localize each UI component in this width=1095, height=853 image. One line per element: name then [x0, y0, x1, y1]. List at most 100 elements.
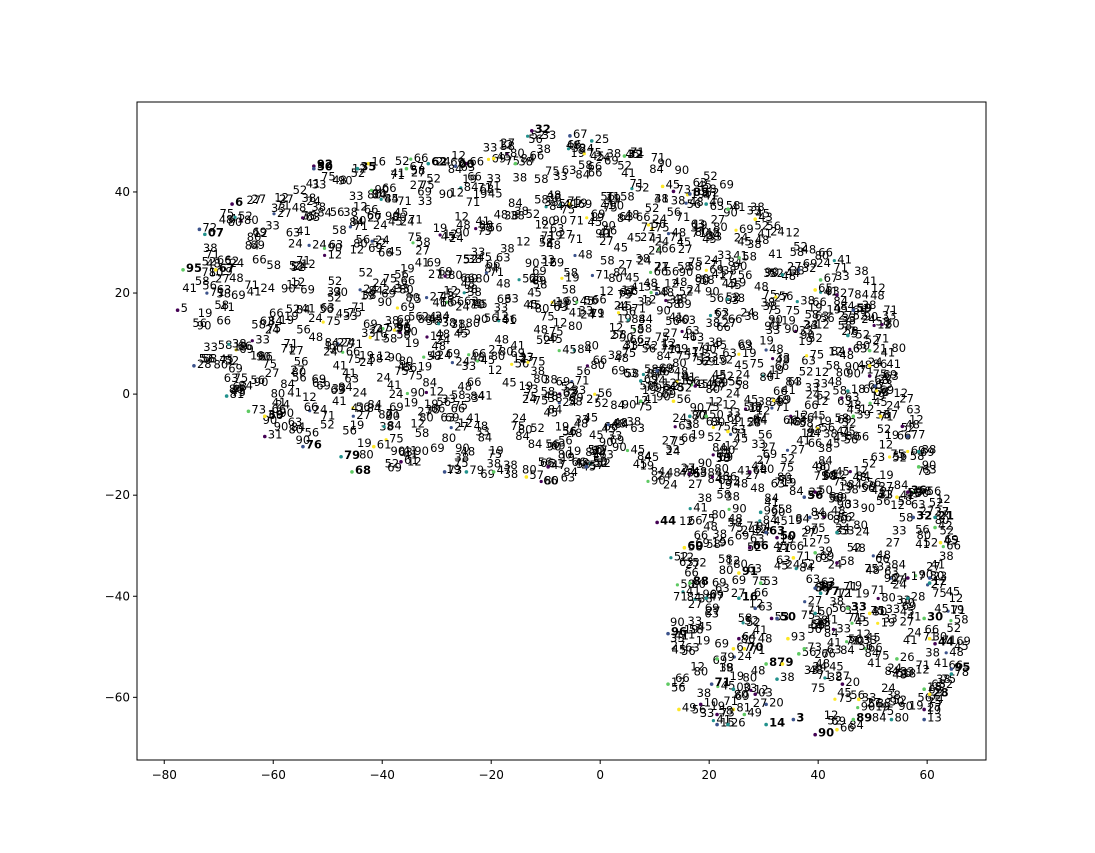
- cloud-label: 19: [769, 363, 784, 377]
- cloud-label: 80: [541, 214, 556, 228]
- cloud-label: 56: [893, 449, 908, 463]
- point-label: 67: [219, 261, 235, 275]
- scatter-point: [949, 672, 954, 676]
- cloud-label: 66: [414, 151, 429, 165]
- point-label: 53: [840, 524, 855, 538]
- cloud-label: 27: [279, 192, 294, 206]
- cloud-label: 48: [544, 389, 559, 403]
- cloud-label: 27: [662, 433, 677, 447]
- scatter-point: [424, 390, 428, 395]
- cloud-label: 80: [915, 486, 930, 500]
- cloud-label: 48: [229, 271, 244, 285]
- scatter-point: [638, 399, 643, 403]
- point-label: 50: [780, 609, 796, 623]
- cloud-label: 19: [781, 314, 796, 328]
- cloud-label: 41: [703, 189, 718, 203]
- cloud-label: 45: [562, 343, 577, 357]
- cloud-label: 24: [580, 308, 595, 322]
- cloud-label: 38: [635, 251, 650, 265]
- cloud-label: 45: [488, 186, 503, 200]
- point-label: 28: [933, 685, 949, 699]
- cloud-label: 33: [312, 178, 327, 192]
- cloud-label: 12: [664, 277, 679, 291]
- cloud-label: 24: [400, 214, 415, 228]
- cloud-label: 52: [635, 181, 650, 195]
- point-label: 77: [911, 428, 926, 442]
- cloud-label: 27: [899, 391, 914, 405]
- cloud-label: 24: [562, 395, 577, 409]
- cloud-label: 63: [480, 182, 495, 196]
- cloud-label: 58: [451, 388, 466, 402]
- cloud-label: 33: [670, 631, 685, 645]
- cloud-label: 71: [697, 340, 712, 354]
- cloud-label: 58: [823, 469, 838, 483]
- cloud-label: 69: [862, 479, 877, 493]
- scatter-point: [867, 611, 872, 616]
- cloud-label: 38: [925, 645, 940, 659]
- cloud-label: 84: [515, 429, 530, 443]
- cloud-label: 56: [915, 523, 930, 537]
- cloud-label: 24: [806, 388, 821, 402]
- cloud-label: 63: [464, 294, 479, 308]
- cloud-label: 90: [861, 700, 876, 714]
- cloud-label: 12: [756, 404, 771, 418]
- cloud-label: 19: [855, 587, 870, 601]
- cloud-label: 45: [835, 465, 850, 479]
- cloud-label: 45: [755, 206, 770, 220]
- cloud-label: 63: [217, 283, 232, 297]
- cloud-label: 52: [678, 380, 693, 394]
- cloud-label: 41: [903, 633, 918, 647]
- cloud-label: 66: [530, 149, 545, 163]
- point-label: 57: [589, 458, 604, 472]
- scatter-point: [655, 369, 659, 373]
- scatter-point: [529, 128, 534, 133]
- cloud-label: 27: [519, 350, 534, 364]
- point-label: 32: [802, 261, 817, 275]
- cloud-label: 12: [410, 417, 425, 431]
- cloud-label: 52: [947, 621, 962, 635]
- scatter-point: [880, 323, 884, 327]
- scatter-point: [673, 425, 677, 429]
- cloud-label: 27: [920, 504, 935, 518]
- cloud-label: 12: [708, 394, 723, 408]
- cloud-label: 66: [593, 353, 608, 367]
- cloud-label: 84: [753, 414, 768, 428]
- cloud-label: 56: [201, 352, 216, 366]
- cloud-label: 24: [372, 276, 387, 290]
- scatter-point: [233, 215, 237, 219]
- cloud-label: 69: [532, 264, 547, 278]
- cloud-label: 69: [604, 154, 619, 168]
- scatter-point: [175, 308, 180, 312]
- cloud-label: 45: [394, 205, 409, 219]
- cloud-label: 33: [726, 473, 741, 487]
- cloud-label: 56: [250, 373, 265, 387]
- cloud-label: 24: [741, 523, 756, 537]
- cloud-label: 38: [232, 336, 247, 350]
- cloud-label: 69: [705, 601, 720, 615]
- cloud-label: 71: [682, 463, 697, 477]
- scatter-point: [355, 166, 360, 171]
- cloud-label: 80: [675, 312, 690, 326]
- point-label: 5: [181, 301, 188, 315]
- scatter-point: [764, 702, 768, 707]
- cloud-label: 63: [884, 565, 899, 579]
- cloud-label: 75: [688, 255, 703, 269]
- cloud-label: 90: [375, 182, 390, 196]
- scatter-point: [946, 609, 950, 613]
- point-label: 47: [551, 458, 566, 472]
- cloud-label: 56: [758, 428, 773, 442]
- cloud-label: 84: [806, 426, 821, 440]
- cloud-label: 84: [508, 196, 523, 210]
- cloud-label: 75: [220, 207, 235, 221]
- cloud-label: 27: [410, 178, 425, 192]
- cloud-label: 24: [816, 256, 831, 270]
- cloud-label: 56: [820, 311, 835, 325]
- cloud-label: 69: [381, 287, 396, 301]
- cloud-label: 12: [726, 553, 741, 567]
- scatter-point: [916, 465, 921, 469]
- cloud-label: 80: [695, 225, 710, 239]
- cloud-label: 63: [906, 402, 921, 416]
- cloud-label: 19: [350, 418, 365, 432]
- cloud-label: 33: [471, 245, 486, 259]
- cloud-label: 71: [923, 630, 938, 644]
